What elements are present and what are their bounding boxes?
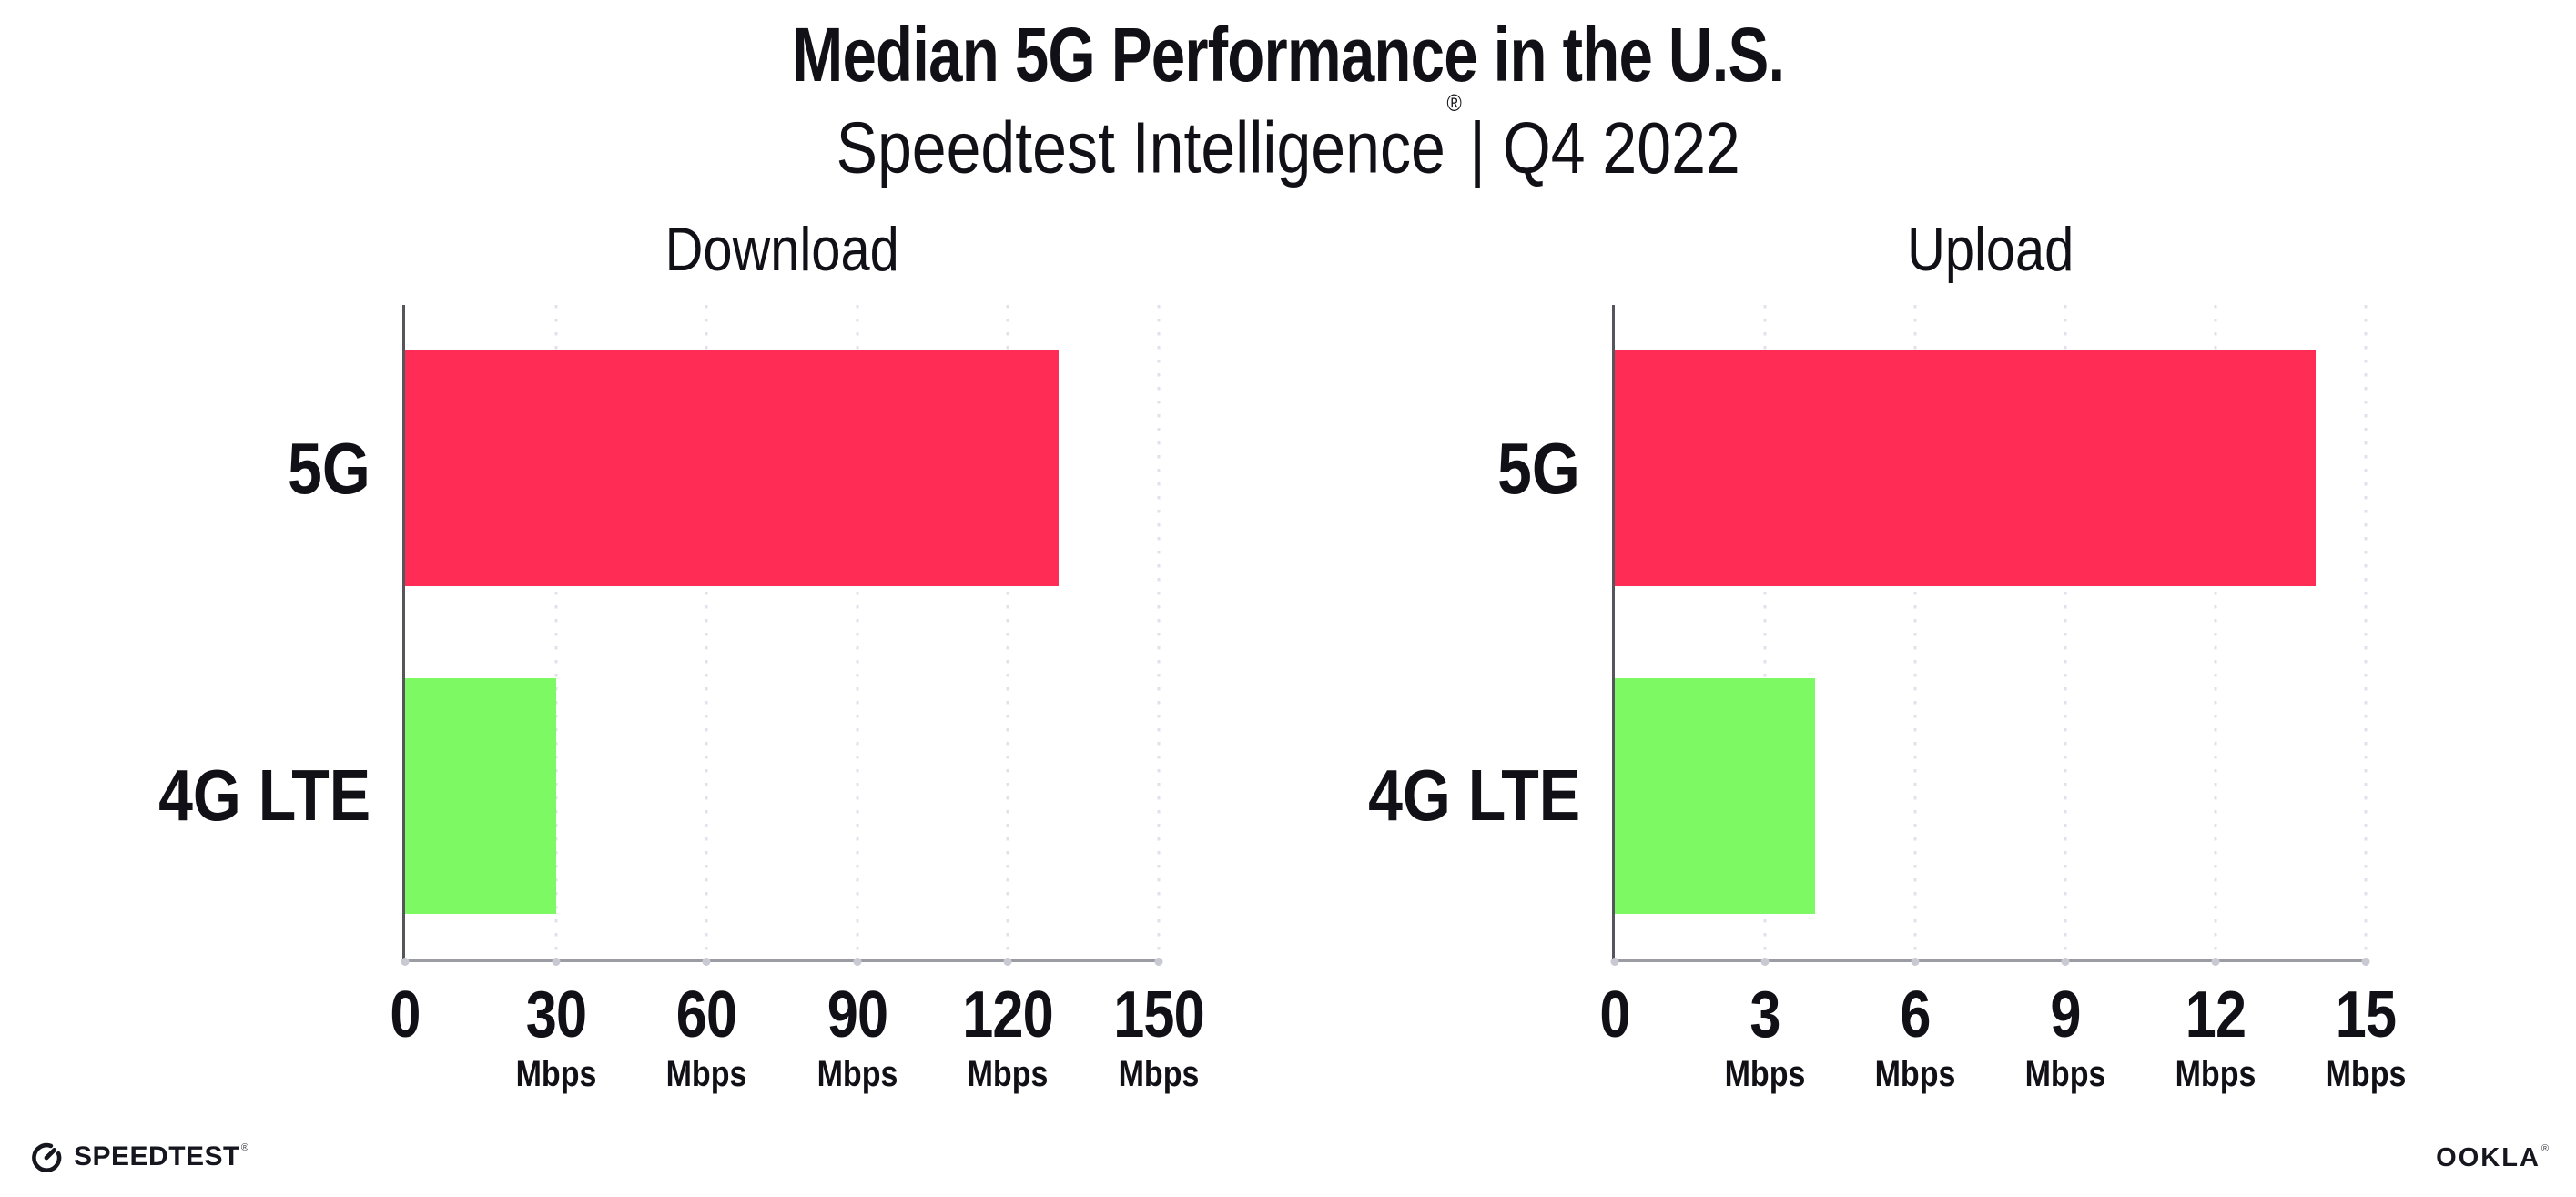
ookla-registered-icon: ® (2541, 1142, 2549, 1154)
category-label-5g: 5G (288, 427, 370, 509)
subtitle-brand: Speedtest Intelligence (836, 107, 1445, 188)
gridline-9 (2064, 305, 2067, 959)
gridline-6 (1913, 305, 1917, 959)
axis-tick-dot-9 (2061, 958, 2070, 966)
tick-number: 6 (1900, 979, 1931, 1051)
bar-5g-download (405, 350, 1059, 587)
gridline-150 (1157, 305, 1161, 959)
registered-mark-icon: ® (1446, 89, 1462, 117)
category-label-5g: 5G (1497, 427, 1580, 509)
tick-number: 120 (962, 979, 1054, 1051)
gridline-120 (1006, 305, 1009, 959)
x-tick-label-120: 120 Mbps (963, 981, 1054, 1096)
gridline-90 (856, 305, 859, 959)
bar-5g-upload (1615, 350, 2316, 587)
gridline-3 (1763, 305, 1767, 959)
tick-unit: Mbps (2024, 1054, 2106, 1094)
speedtest-gauge-icon (32, 1142, 62, 1172)
gridline-12 (2214, 305, 2217, 959)
upload-chart: Upload 0 3 Mbps 6 Mbps 9 Mbps 12 Mbps 15 Mbps 5G 4G … (1368, 215, 2406, 1094)
tick-number: 30 (525, 979, 586, 1051)
tick-unit: Mbps (1118, 1054, 1200, 1094)
tick-number: 0 (1599, 979, 1630, 1051)
x-tick-label-15: 15 Mbps (2326, 981, 2407, 1096)
ookla-logo: OOKLA® (2436, 1143, 2549, 1173)
axis-tick-dot-0 (1610, 958, 1619, 966)
tick-number: 90 (827, 979, 888, 1051)
tick-number: 12 (2185, 979, 2246, 1051)
gridline-30 (554, 305, 558, 959)
tick-unit: Mbps (665, 1054, 747, 1094)
tick-number: 15 (2335, 979, 2397, 1051)
axis-tick-dot-120 (1003, 958, 1012, 966)
tick-unit: Mbps (515, 1054, 596, 1094)
page-subtitle: Speedtest Intelligence®| Q4 2022 (0, 89, 2576, 189)
gridline-15 (2364, 305, 2368, 959)
x-tick-label-60: 60 Mbps (666, 981, 747, 1096)
tick-number: 9 (2050, 979, 2081, 1051)
bar-4g-lte-upload (1615, 677, 1815, 914)
tick-unit: Mbps (2325, 1054, 2407, 1094)
x-tick-label-0: 0 (390, 979, 421, 1096)
x-tick-label-150: 150 Mbps (1113, 981, 1204, 1096)
tick-number: 0 (390, 979, 421, 1051)
upload-chart-title: Upload (1906, 215, 2074, 284)
tick-number: 150 (1113, 979, 1204, 1051)
tick-unit: Mbps (967, 1054, 1049, 1094)
x-tick-label-9: 9 Mbps (2025, 981, 2106, 1096)
tick-unit (390, 1052, 420, 1096)
download-chart-title: Download (664, 215, 899, 284)
x-tick-label-90: 90 Mbps (816, 981, 898, 1096)
x-tick-label-0: 0 (1599, 979, 1630, 1096)
axis-tick-dot-12 (2211, 958, 2220, 966)
page-title: Median 5G Performance in the U.S. (791, 12, 1785, 97)
category-label-4g-lte: 4G LTE (1368, 755, 1580, 837)
axis-tick-dot-6 (1911, 958, 1920, 966)
ookla-wordmark: OOKLA (2436, 1143, 2541, 1172)
axis-tick-dot-0 (401, 958, 410, 966)
tick-number: 60 (675, 979, 737, 1051)
tick-unit: Mbps (816, 1054, 898, 1094)
tick-unit: Mbps (2175, 1054, 2257, 1094)
gridline-60 (705, 305, 708, 959)
axis-tick-dot-30 (552, 958, 561, 966)
tick-unit: Mbps (1874, 1054, 1956, 1094)
speedtest-logo: SPEEDTEST® (29, 1140, 248, 1174)
x-tick-label-6: 6 Mbps (1875, 981, 1956, 1096)
axis-tick-dot-150 (1154, 958, 1163, 966)
x-tick-label-3: 3 Mbps (1725, 981, 1806, 1096)
tick-number: 3 (1749, 979, 1780, 1051)
axis-tick-dot-3 (1760, 958, 1770, 966)
subtitle-period: | Q4 2022 (1469, 107, 1740, 188)
x-tick-label-30: 30 Mbps (515, 981, 596, 1096)
axis-tick-dot-60 (702, 958, 711, 966)
tick-unit: Mbps (1724, 1054, 1806, 1094)
bar-4g-lte-download (405, 677, 556, 914)
axis-tick-dot-15 (2361, 958, 2370, 966)
speedtest-wordmark: SPEEDTEST (74, 1141, 240, 1172)
tick-unit (1599, 1052, 1629, 1096)
download-chart: Download 0 30 Mbps 60 Mbps 90 Mbps 120 Mbps 150 Mb… (158, 215, 1205, 1094)
x-tick-label-12: 12 Mbps (2175, 981, 2257, 1096)
category-label-4g-lte: 4G LTE (158, 755, 370, 837)
axis-tick-dot-90 (853, 958, 862, 966)
speedtest-registered-icon: ® (240, 1141, 248, 1153)
